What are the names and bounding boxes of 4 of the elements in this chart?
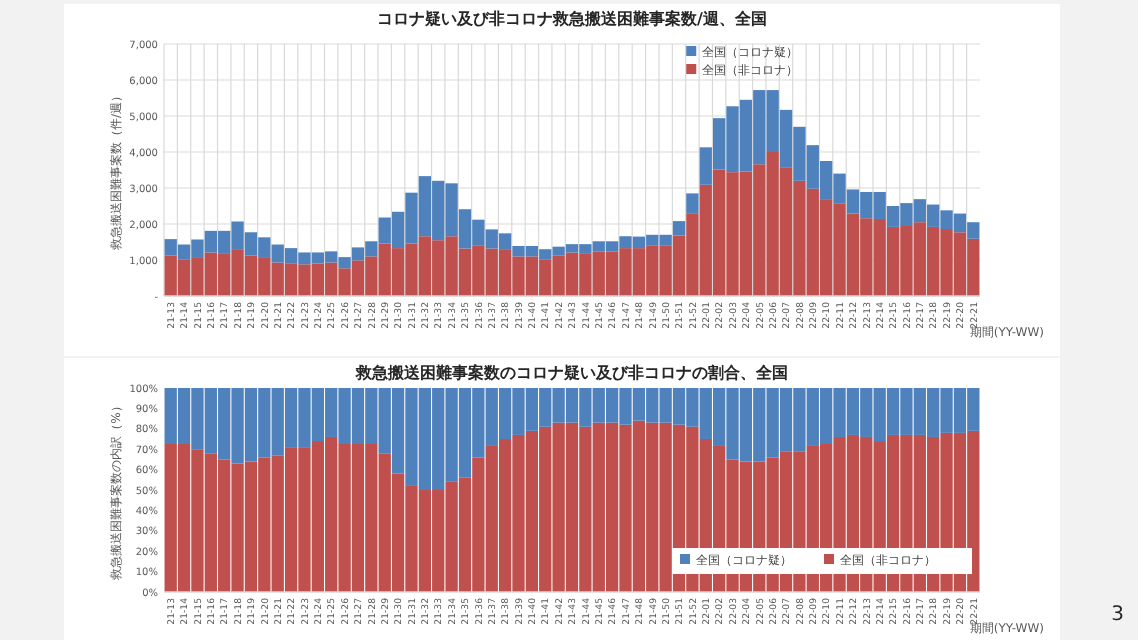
bar — [686, 193, 699, 214]
text: 3 — [1111, 604, 1124, 626]
chart-title: 救急搬送困難事案数のコロナ疑い及び非コロナの割合、全国 — [354, 362, 788, 382]
chart-title: コロナ疑い及び非コロナ救急搬送困難事案数/週、全国 — [377, 8, 767, 28]
